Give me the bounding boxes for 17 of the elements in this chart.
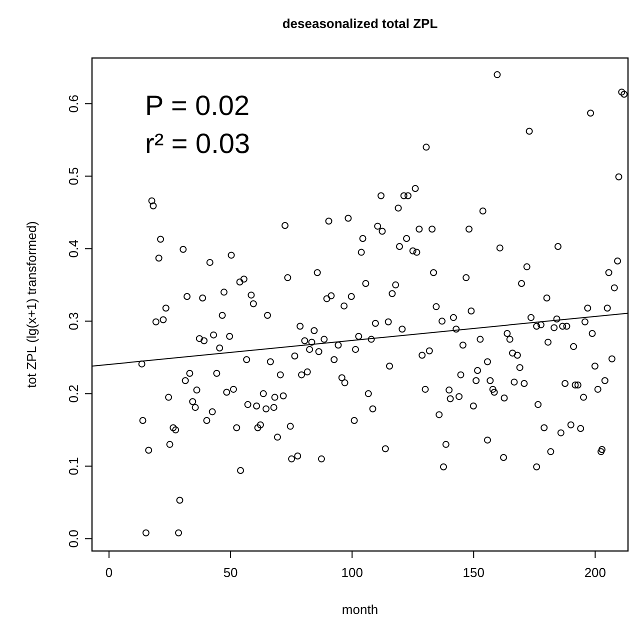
y-tick-label: 0.1 bbox=[66, 457, 81, 476]
x-tick-label: 50 bbox=[223, 565, 238, 580]
annotation: r² = 0.03 bbox=[145, 128, 250, 159]
x-tick-label: 0 bbox=[105, 565, 113, 580]
y-tick-label: 0.3 bbox=[66, 312, 81, 330]
x-tick-label: 100 bbox=[341, 565, 363, 580]
annotation: P = 0.02 bbox=[145, 90, 250, 121]
y-tick-label: 0.2 bbox=[66, 384, 81, 403]
y-tick-label: 0.5 bbox=[66, 167, 81, 186]
y-tick-label: 0.4 bbox=[66, 240, 81, 258]
y-tick-label: 0.0 bbox=[66, 530, 81, 548]
chart-title: deseasonalized total ZPL bbox=[282, 16, 438, 31]
x-tick-label: 150 bbox=[462, 565, 484, 580]
y-axis-title: tot ZPL (lg(x+1) transformed) bbox=[24, 221, 39, 388]
x-axis-title: month bbox=[342, 602, 378, 617]
y-tick-label: 0.6 bbox=[66, 94, 81, 113]
x-tick-label: 200 bbox=[584, 565, 606, 580]
